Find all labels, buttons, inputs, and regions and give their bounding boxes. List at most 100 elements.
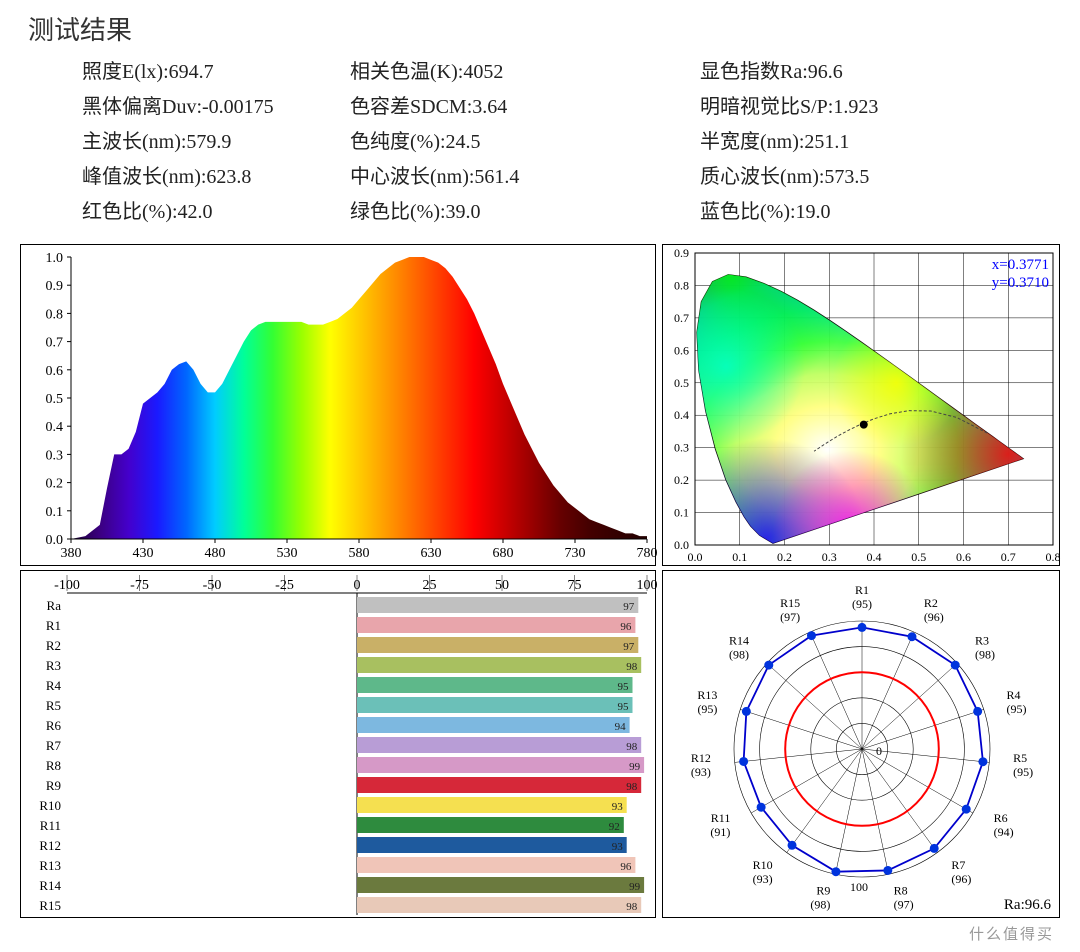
svg-text:R15: R15 (780, 596, 800, 610)
svg-text:0: 0 (876, 744, 882, 758)
svg-text:(98): (98) (729, 647, 749, 661)
svg-text:R14: R14 (39, 878, 61, 893)
svg-text:93: 93 (612, 801, 624, 813)
svg-text:R4: R4 (46, 678, 62, 693)
svg-text:R6: R6 (46, 718, 62, 733)
svg-text:R2: R2 (46, 638, 61, 653)
svg-text:R5: R5 (1013, 751, 1027, 765)
svg-text:100: 100 (850, 880, 868, 894)
svg-text:(95): (95) (852, 597, 872, 611)
svg-text:y=0.3710: y=0.3710 (992, 275, 1049, 291)
svg-text:75: 75 (568, 578, 582, 593)
svg-text:94: 94 (615, 721, 627, 733)
svg-text:(97): (97) (894, 898, 914, 912)
param: 绿色比(%):39.0 (350, 195, 700, 224)
svg-text:R12: R12 (691, 751, 711, 765)
svg-text:0.1: 0.1 (674, 506, 689, 520)
svg-text:R3: R3 (46, 658, 61, 673)
svg-text:(97): (97) (780, 610, 800, 624)
svg-text:99: 99 (629, 881, 641, 893)
svg-text:50: 50 (495, 578, 509, 593)
svg-text:R6: R6 (994, 811, 1008, 825)
svg-text:R11: R11 (711, 811, 731, 825)
svg-text:97: 97 (623, 641, 635, 653)
watermark: 什么值得买 (969, 923, 1054, 944)
svg-text:99: 99 (629, 761, 641, 773)
svg-text:0.4: 0.4 (46, 420, 64, 435)
svg-text:0.3: 0.3 (822, 550, 837, 564)
cie-chart: 0.00.10.20.30.40.50.60.70.80.00.10.20.30… (662, 244, 1060, 566)
svg-text:0.1: 0.1 (732, 550, 747, 564)
svg-text:480: 480 (205, 546, 226, 561)
svg-text:96: 96 (620, 621, 632, 633)
param: 蓝色比(%):19.0 (700, 195, 1080, 224)
param: 色纯度(%):24.5 (350, 125, 700, 154)
param: 相关色温(K):4052 (350, 55, 700, 84)
svg-text:-75: -75 (130, 578, 149, 593)
svg-text:-50: -50 (203, 578, 222, 593)
svg-text:R1: R1 (855, 583, 869, 597)
param: 半宽度(nm):251.1 (700, 125, 1080, 154)
svg-text:0.5: 0.5 (911, 550, 926, 564)
svg-text:(93): (93) (753, 872, 773, 886)
svg-text:0.7: 0.7 (1001, 550, 1016, 564)
svg-text:25: 25 (423, 578, 437, 593)
param: 显色指数Ra:96.6 (700, 55, 1080, 84)
svg-text:0.8: 0.8 (1046, 550, 1061, 564)
svg-text:96: 96 (620, 861, 632, 873)
svg-text:(93): (93) (691, 765, 711, 779)
svg-text:0.6: 0.6 (956, 550, 971, 564)
param: 中心波长(nm):561.4 (350, 160, 700, 189)
svg-text:730: 730 (565, 546, 586, 561)
svg-text:(95): (95) (697, 702, 717, 716)
svg-text:92: 92 (609, 821, 620, 833)
svg-text:100: 100 (637, 578, 658, 593)
param: 红色比(%):42.0 (82, 195, 350, 224)
svg-text:(94): (94) (994, 825, 1014, 839)
svg-text:93: 93 (612, 841, 624, 853)
svg-text:0.2: 0.2 (674, 473, 689, 487)
svg-text:0.7: 0.7 (674, 311, 689, 325)
svg-text:98: 98 (626, 901, 638, 913)
svg-text:R7: R7 (46, 738, 62, 753)
svg-text:0.4: 0.4 (674, 408, 689, 422)
svg-text:95: 95 (618, 681, 630, 693)
svg-text:380: 380 (61, 546, 82, 561)
svg-text:R15: R15 (39, 898, 61, 913)
param: 质心波长(nm):573.5 (700, 160, 1080, 189)
svg-text:0: 0 (354, 578, 361, 593)
svg-text:(98): (98) (810, 898, 830, 912)
svg-text:0.3: 0.3 (674, 441, 689, 455)
svg-text:R9: R9 (46, 778, 61, 793)
svg-text:0.0: 0.0 (674, 538, 689, 552)
svg-text:R5: R5 (46, 698, 61, 713)
svg-text:430: 430 (133, 546, 154, 561)
svg-text:780: 780 (637, 546, 658, 561)
svg-text:R13: R13 (39, 858, 61, 873)
param: 明暗视觉比S/P:1.923 (700, 90, 1080, 119)
svg-text:R13: R13 (697, 688, 717, 702)
svg-text:97: 97 (623, 601, 635, 613)
svg-text:0.0: 0.0 (688, 550, 703, 564)
svg-text:(96): (96) (924, 610, 944, 624)
svg-text:1.0: 1.0 (46, 251, 64, 266)
param: 峰值波长(nm):623.8 (82, 160, 350, 189)
svg-text:0.4: 0.4 (867, 550, 882, 564)
svg-text:R7: R7 (951, 858, 965, 872)
svg-text:0.8: 0.8 (674, 278, 689, 292)
svg-text:Ra:96.6: Ra:96.6 (1004, 897, 1052, 913)
svg-text:R4: R4 (1007, 688, 1021, 702)
svg-text:R8: R8 (46, 758, 61, 773)
cri-bar-chart: -100-75-50-250255075100Ra97R196R297R398R… (20, 570, 656, 918)
svg-text:R8: R8 (894, 884, 908, 898)
svg-text:0.5: 0.5 (674, 376, 689, 390)
svg-text:Ra: Ra (47, 598, 62, 613)
parameter-table: 照度E(lx):694.7相关色温(K):4052显色指数Ra:96.6 黑体偏… (0, 47, 1080, 244)
svg-text:R10: R10 (753, 858, 773, 872)
svg-text:R3: R3 (975, 633, 989, 647)
svg-text:R1: R1 (46, 618, 61, 633)
spectrum-chart: 0.00.10.20.30.40.50.60.70.80.91.03804304… (20, 244, 656, 566)
svg-text:R14: R14 (729, 633, 749, 647)
svg-text:(98): (98) (975, 647, 995, 661)
svg-text:0.2: 0.2 (46, 477, 64, 492)
